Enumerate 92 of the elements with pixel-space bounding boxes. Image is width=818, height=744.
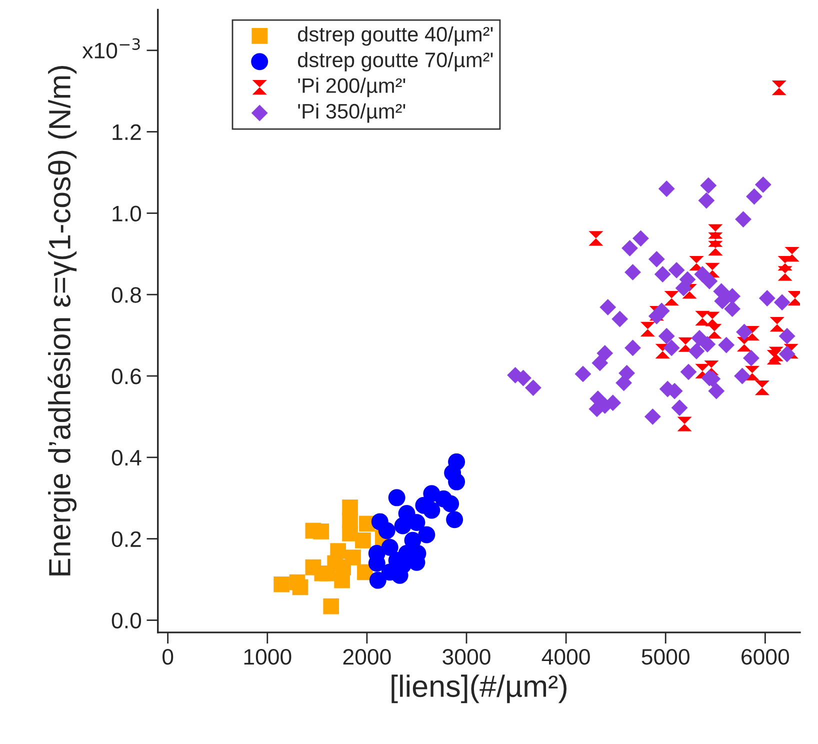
point: [408, 514, 426, 532]
point: [612, 310, 628, 328]
y-tick-label: 0.6: [112, 368, 141, 384]
y-tick-label: 0.0: [112, 612, 142, 628]
point: [700, 177, 717, 194]
y-tick-label: 0.2: [112, 531, 141, 548]
x-tick-label: 1000: [244, 648, 292, 665]
point: [592, 354, 608, 372]
point: [524, 380, 542, 396]
point: [663, 340, 680, 356]
point: [736, 324, 752, 340]
point: [394, 517, 412, 534]
point: [766, 350, 782, 365]
point: [754, 380, 770, 396]
point: [680, 364, 697, 380]
x-tick-label: 4000: [542, 648, 590, 665]
point: [624, 264, 641, 280]
point: [735, 211, 752, 228]
point: [442, 495, 460, 512]
point: [746, 188, 762, 205]
point: [770, 317, 784, 332]
point: [658, 180, 675, 197]
point: [588, 231, 604, 246]
point: [778, 266, 792, 281]
point: [699, 336, 716, 352]
point: [616, 374, 632, 392]
point: [664, 290, 679, 306]
point: [600, 298, 616, 316]
point: [744, 366, 760, 380]
point: [678, 337, 693, 352]
legend-label: 'Pi 350/µm²': [298, 103, 406, 123]
point: [698, 192, 715, 209]
point: [772, 80, 786, 96]
legend-label: dstrep goutte 40/µm²': [298, 26, 493, 46]
point: [327, 555, 343, 572]
point: [695, 310, 710, 326]
point: [388, 489, 406, 506]
point: [644, 408, 661, 425]
y-tick-label: 0.8: [112, 287, 141, 303]
y-tick-label: 1.2: [112, 124, 141, 140]
point: [778, 328, 796, 344]
point: [632, 230, 649, 247]
point: [724, 300, 741, 318]
legend-label: 'Pi 200/µm²': [298, 78, 406, 98]
point: [658, 328, 675, 344]
point: [671, 400, 688, 416]
point: [648, 308, 665, 324]
point: [274, 576, 290, 592]
point: [574, 366, 592, 382]
point: [774, 294, 790, 311]
y-tick-label: x10$^{−3}$: [82, 38, 140, 58]
x-tick-label: 2000: [343, 648, 391, 665]
y-tick-label: 1.0: [112, 206, 142, 222]
x-tick-label: 3000: [442, 648, 490, 665]
point: [446, 511, 464, 528]
point: [418, 526, 436, 544]
point: [701, 272, 718, 290]
x-tick-label: 5000: [642, 648, 690, 665]
point: [743, 350, 760, 366]
point: [754, 176, 772, 193]
point: [378, 522, 396, 540]
point: [688, 342, 705, 360]
point: [292, 579, 308, 596]
point: [708, 240, 723, 256]
point: [323, 598, 340, 614]
point: [758, 290, 776, 306]
point: [668, 262, 685, 278]
point: [369, 572, 386, 589]
x-tick-label: 0: [162, 648, 174, 665]
point: [677, 416, 692, 432]
point: [689, 256, 704, 271]
point: [654, 266, 671, 282]
x-axis-title: [liens](#/µm²): [392, 674, 566, 704]
point: [708, 382, 725, 400]
point: [313, 524, 330, 540]
point: [718, 336, 735, 354]
point: [675, 280, 692, 296]
point: [355, 532, 371, 548]
point: [448, 473, 466, 490]
point: [622, 240, 638, 256]
y-tick-label: 0.4: [112, 450, 142, 466]
legend-label: dstrep goutte 70/µm²': [298, 52, 493, 72]
point: [423, 502, 440, 519]
point: [778, 346, 796, 362]
point: [707, 324, 722, 338]
point: [640, 322, 655, 336]
y-axis-title: Energie d’adhésion ε=γ(1-cosθ) (N/m): [48, 66, 77, 576]
point: [648, 250, 665, 268]
x-tick-label: 6000: [742, 648, 790, 665]
point: [624, 340, 641, 356]
point: [596, 344, 614, 362]
point: [734, 368, 750, 384]
